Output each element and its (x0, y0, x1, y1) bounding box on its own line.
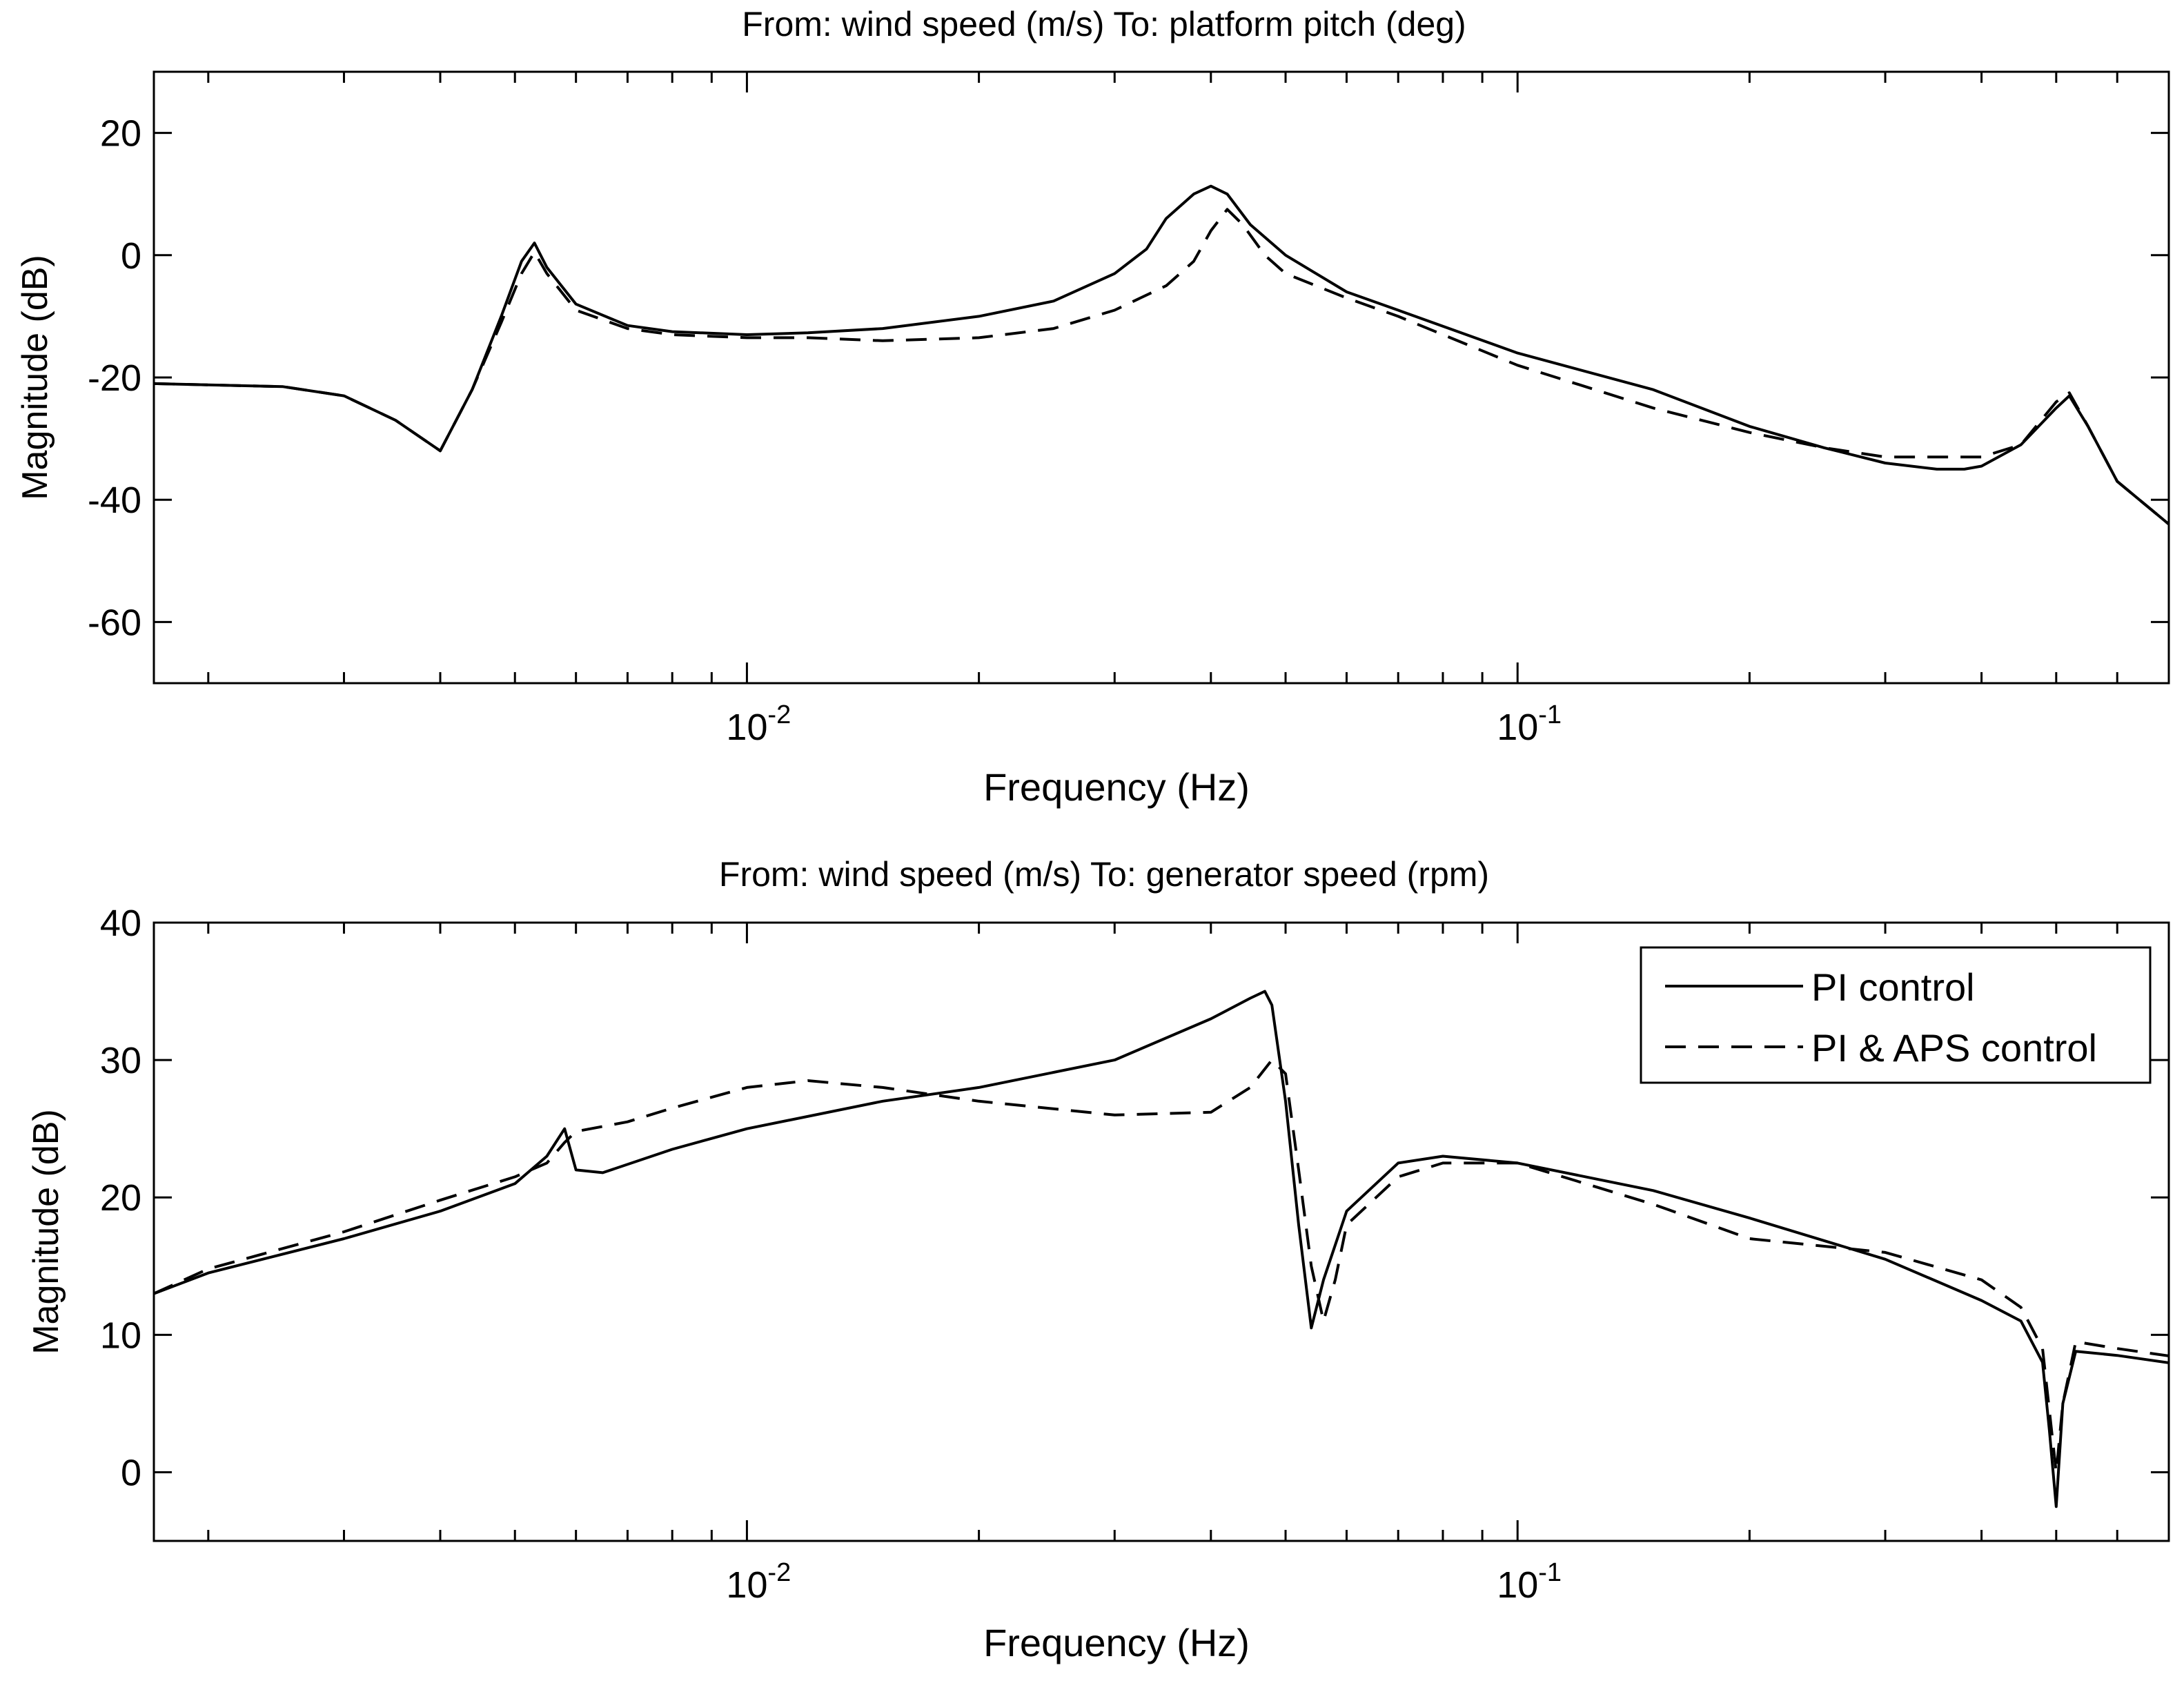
y-tick-label: 0 (121, 235, 141, 277)
y-tick-label: 20 (100, 1177, 141, 1219)
x-axis-ticks: 10 -2 10 -1 (207, 923, 2118, 1606)
x-axis-label: Frequency (Hz) (983, 765, 1250, 809)
legend: PI control PI & APS control (1640, 946, 2152, 1084)
legend-label: PI control (1811, 965, 1975, 1009)
y-tick-label: 10 (100, 1315, 141, 1356)
plot-area (153, 70, 2170, 685)
y-tick-label: 20 (100, 113, 141, 155)
y-axis-ticks: 20 0 -20 -40 -60 (88, 113, 2169, 643)
series-line-pi-aps-control (154, 208, 2169, 526)
series-line-pi-aps-control (154, 1059, 2169, 1474)
y-tick-label: -40 (88, 480, 141, 521)
x-tick-label: 10 (1497, 1564, 1538, 1606)
x-tick-label-exponent: -1 (1538, 700, 1562, 729)
series-line-pi-control (154, 184, 2169, 526)
chart-generator-speed: From: wind speed (m/s) To: generator spe… (26, 855, 2170, 1664)
y-axis-ticks: 40 30 20 10 0 (100, 903, 2169, 1493)
x-tick-label: 10 (726, 707, 767, 748)
x-tick-label-exponent: -1 (1538, 1558, 1562, 1587)
y-tick-label: -60 (88, 602, 141, 643)
legend-box (1640, 946, 2152, 1084)
y-tick-label: -20 (88, 357, 141, 399)
chart-title: From: wind speed (m/s) To: generator spe… (719, 855, 1489, 894)
series-group (154, 990, 2169, 1508)
y-tick-label: 0 (121, 1452, 141, 1493)
chart-title: From: wind speed (m/s) To: platform pitc… (742, 5, 1466, 43)
legend-label: PI & APS control (1811, 1026, 2097, 1070)
y-tick-label: 40 (100, 903, 141, 944)
x-axis-ticks: 10 -2 10 -1 (207, 72, 2118, 748)
x-axis-label: Frequency (Hz) (983, 1621, 1250, 1664)
y-axis-label: Magnitude (dB) (15, 255, 55, 500)
y-tick-label: 30 (100, 1040, 141, 1081)
x-tick-label-exponent: -2 (767, 1558, 791, 1587)
x-tick-label: 10 (1497, 707, 1538, 748)
series-group (154, 184, 2169, 526)
y-axis-label: Magnitude (dB) (26, 1109, 66, 1355)
chart-platform-pitch: From: wind speed (m/s) To: platform pitc… (15, 5, 2170, 809)
x-tick-label: 10 (726, 1564, 767, 1606)
x-tick-label-exponent: -2 (767, 700, 791, 729)
